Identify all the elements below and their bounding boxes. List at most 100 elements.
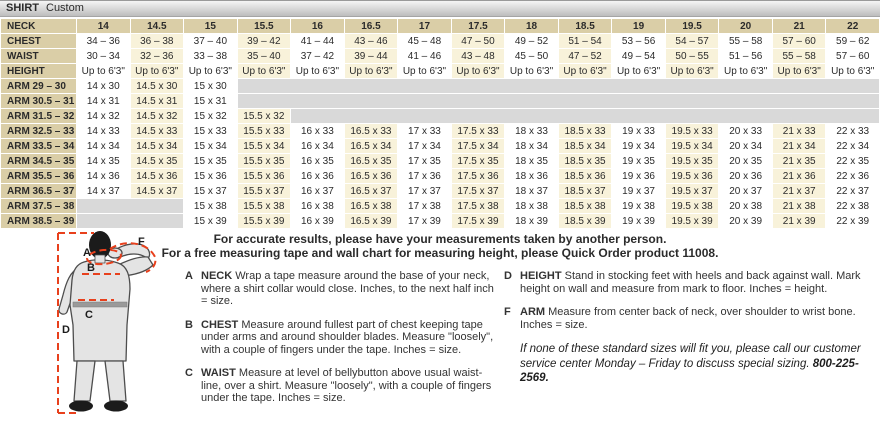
size-cell: 14 x 32 xyxy=(76,108,131,124)
neck-size-header: 17.5 xyxy=(450,18,506,34)
size-cell: 49 – 52 xyxy=(504,33,559,49)
size-cell: 19.5 x 39 xyxy=(664,213,720,229)
size-cell: 19 x 35 xyxy=(611,153,666,169)
size-cell: 37 – 40 xyxy=(183,33,238,49)
size-cell: 45 – 50 xyxy=(504,48,559,64)
size-cell: 55 – 58 xyxy=(771,48,827,64)
neck-size-header: 18 xyxy=(504,18,559,34)
size-cell: 15.5 x 34 xyxy=(236,138,292,154)
neck-size-header: 14.5 xyxy=(129,18,185,34)
size-cell: Up to 6'3" xyxy=(771,63,827,79)
size-cell: 14.5 x 35 xyxy=(129,153,185,169)
size-cell: 19 x 38 xyxy=(611,198,666,214)
note-keyword: CHEST xyxy=(201,318,239,331)
row-label: CHEST xyxy=(0,33,77,49)
phone-number: 800-225-2569. xyxy=(520,357,859,385)
size-cell: 21 x 37 xyxy=(771,183,827,199)
size-chart-table: NECK 14 14.5 15 15.5 16 16.5 17 17.5 18 18.5 19 19.5… xyxy=(0,18,880,229)
size-cell: 15 x 33 xyxy=(183,123,238,139)
size-cell: 22 x 35 xyxy=(825,153,880,169)
measuring-instructions-section: A B C D F For accurate results, please h… xyxy=(0,229,880,432)
size-cell: 16.5 x 38 xyxy=(343,198,399,214)
size-cell: 15 x 38 xyxy=(183,198,238,214)
size-cell: 16.5 x 33 xyxy=(343,123,399,139)
neck-size-header: 14 xyxy=(76,18,131,34)
arm-line xyxy=(109,242,157,273)
size-cell: 45 – 48 xyxy=(397,33,452,49)
size-cell: 49 – 54 xyxy=(611,48,666,64)
note-letter: D xyxy=(504,270,512,282)
size-cell: 30 – 34 xyxy=(76,48,131,64)
size-cell: 19.5 x 33 xyxy=(664,123,720,139)
empty-cell xyxy=(290,108,880,124)
size-cell: 18 x 36 xyxy=(504,168,559,184)
row-label: ARM 38.5 – 39 xyxy=(0,213,77,229)
figure-person xyxy=(58,231,154,412)
row-label: ARM 31.5 – 32 xyxy=(0,108,77,124)
size-cell: 20 x 37 xyxy=(718,183,773,199)
table-title-bar: SHIRT Custom xyxy=(0,0,880,17)
size-cell: 50 – 55 xyxy=(664,48,720,64)
size-cell: 18 x 38 xyxy=(504,198,559,214)
intro-line-2: For a free measuring tape and wall chart… xyxy=(161,246,719,260)
size-cell: 15 x 31 xyxy=(183,93,238,109)
special-sizing-text: If none of these standard sizes will fit… xyxy=(520,343,861,370)
size-cell: 22 x 36 xyxy=(825,168,880,184)
size-cell: 16 x 38 xyxy=(290,198,345,214)
figure-label-f: F xyxy=(138,236,145,248)
size-cell: 18.5 x 36 xyxy=(557,168,613,184)
table-subtitle: Custom xyxy=(46,2,84,14)
size-cell: 51 – 54 xyxy=(557,33,613,49)
note-arm: F ARM Measure from center back of neck, … xyxy=(504,306,876,331)
size-cell: 19.5 x 35 xyxy=(664,153,720,169)
size-cell: 16 x 37 xyxy=(290,183,345,199)
size-cell: 19 x 33 xyxy=(611,123,666,139)
note-text: ARM Measure from center back of neck, ov… xyxy=(520,306,856,331)
size-cell: 15 x 34 xyxy=(183,138,238,154)
size-cell: 17.5 x 39 xyxy=(450,213,506,229)
size-cell: 53 – 56 xyxy=(611,33,666,49)
size-cell: 39 – 42 xyxy=(236,33,292,49)
size-cell: 17.5 x 34 xyxy=(450,138,506,154)
size-cell: 15.5 x 38 xyxy=(236,198,292,214)
size-cell: 14.5 x 34 xyxy=(129,138,185,154)
size-cell: 20 x 35 xyxy=(718,153,773,169)
size-cell: 17.5 x 38 xyxy=(450,198,506,214)
note-waist: C WAIST Measure at level of bellybutton … xyxy=(185,367,500,405)
empty-cell xyxy=(236,93,880,109)
size-cell: 14 x 30 xyxy=(76,78,131,94)
size-cell: 16.5 x 37 xyxy=(343,183,399,199)
neck-size-header: 22 xyxy=(825,18,880,34)
neck-size-header: 16 xyxy=(290,18,345,34)
size-cell: Up to 6'3" xyxy=(397,63,452,79)
size-cell: 17 x 35 xyxy=(397,153,452,169)
instructions-right-column: D HEIGHT Stand in stocking feet with hee… xyxy=(504,270,876,386)
size-cell: 21 x 36 xyxy=(771,168,827,184)
size-cell: 19.5 x 37 xyxy=(664,183,720,199)
size-cell: 19 x 34 xyxy=(611,138,666,154)
size-cell: Up to 6'3" xyxy=(76,63,131,79)
neck-size-header: 20 xyxy=(718,18,773,34)
size-cell: 43 – 48 xyxy=(450,48,506,64)
table-title: SHIRT xyxy=(6,2,39,14)
size-cell: 59 – 62 xyxy=(825,33,880,49)
neck-size-header: 15.5 xyxy=(236,18,292,34)
row-label: NECK xyxy=(0,18,77,34)
neck-size-header: 21 xyxy=(771,18,827,34)
size-cell: 17.5 x 37 xyxy=(450,183,506,199)
note-height: D HEIGHT Stand in stocking feet with hee… xyxy=(504,270,876,295)
note-keyword: WAIST xyxy=(201,367,236,379)
size-cell: 17.5 x 35 xyxy=(450,153,506,169)
size-cell: 14.5 x 36 xyxy=(129,168,185,184)
size-cell: 20 x 33 xyxy=(718,123,773,139)
neck-size-header: 16.5 xyxy=(343,18,399,34)
size-cell: 14 x 35 xyxy=(76,153,131,169)
size-cell: 51 – 56 xyxy=(718,48,773,64)
size-cell: Up to 6'3" xyxy=(290,63,345,79)
size-cell: 22 x 39 xyxy=(825,213,880,229)
size-cell: Up to 6'3" xyxy=(183,63,238,79)
row-label: ARM 35.5 – 36 xyxy=(0,168,77,184)
size-cell: 17.5 x 33 xyxy=(450,123,506,139)
size-cell: 21 x 33 xyxy=(771,123,827,139)
size-cell: 15 x 36 xyxy=(183,168,238,184)
